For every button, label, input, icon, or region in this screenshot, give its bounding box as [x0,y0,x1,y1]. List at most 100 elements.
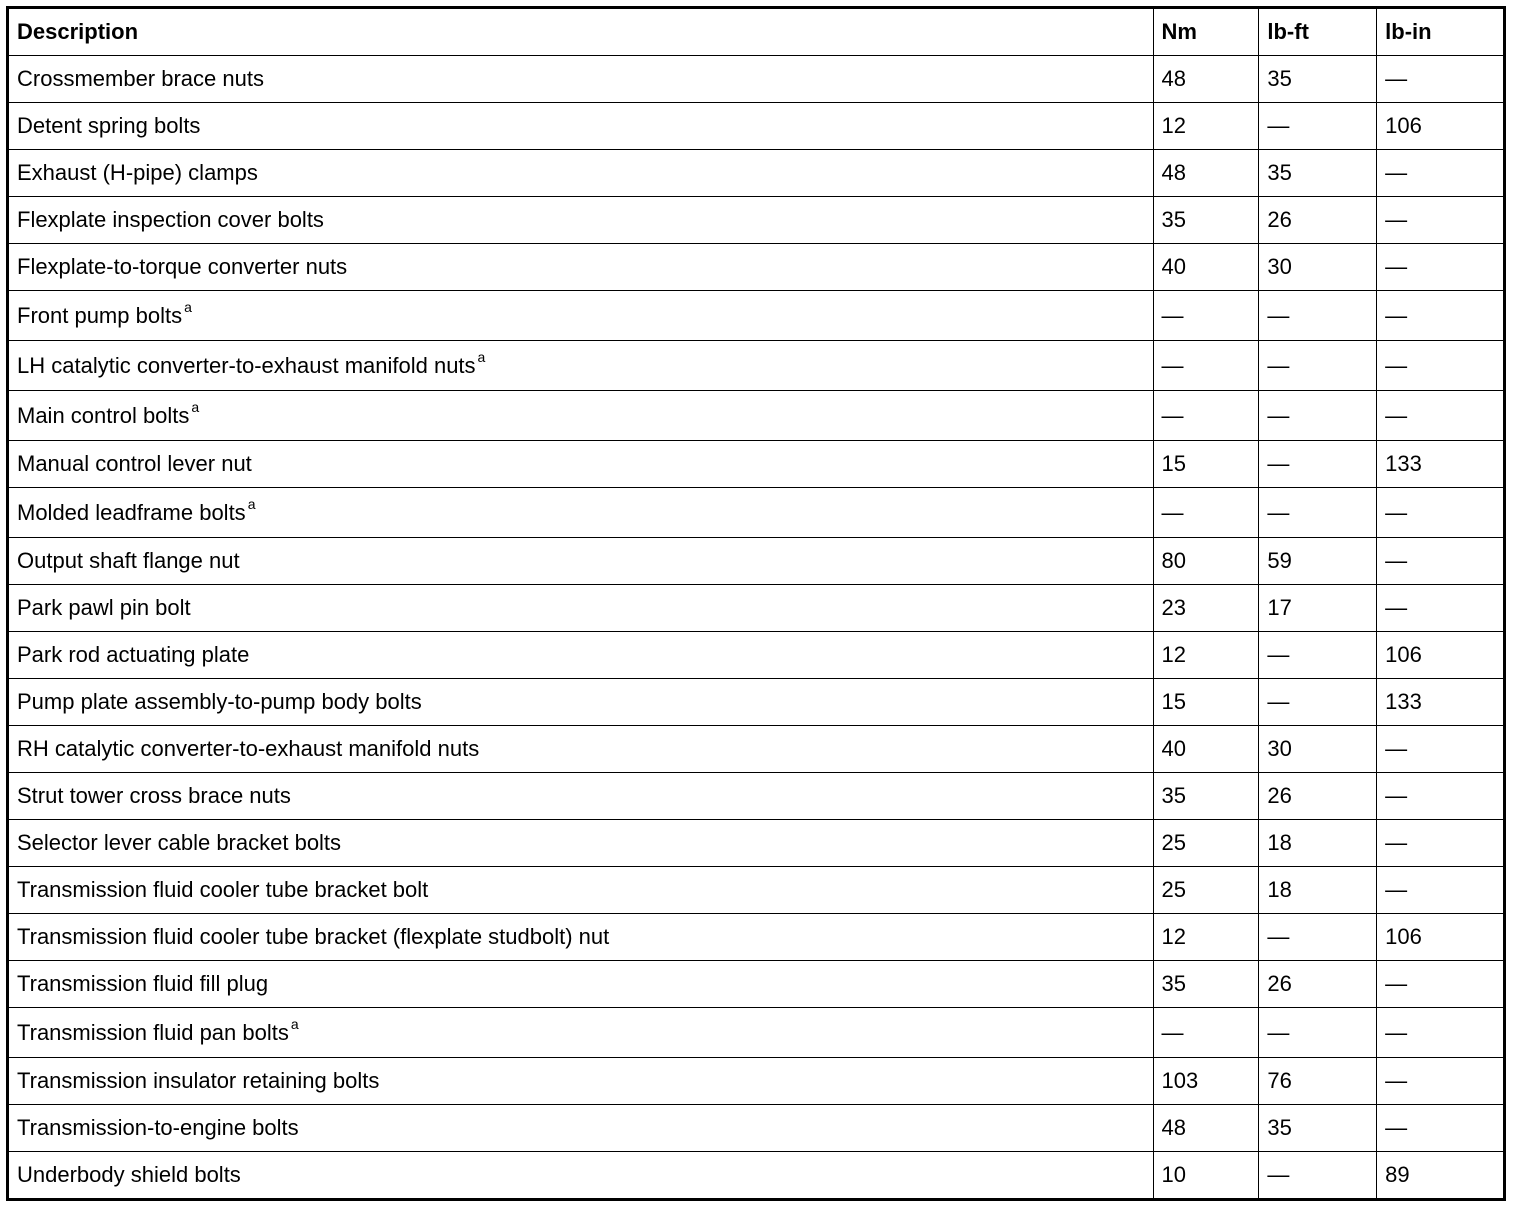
header-row: Description Nm lb-ft lb-in [7,7,1505,56]
cell-nm: 40 [1152,725,1260,773]
cell-lbin: — [1376,290,1505,341]
cell-lbft: 26 [1258,196,1378,244]
description-text: Transmission fluid fill plug [17,971,269,996]
description-text: LH catalytic converter-to-exhaust manifo… [17,352,476,378]
description-text: Strut tower cross brace nuts [17,783,291,808]
cell-lbft: — [1258,631,1378,679]
cell-description: Front pump bolts a [7,290,1154,341]
cell-nm: — [1152,290,1260,341]
cell-description: Detent spring bolts [7,102,1154,150]
table-row: Pump plate assembly-to-pump body bolts 15… [7,678,1505,726]
cell-nm: 12 [1152,102,1260,150]
description-text: Crossmember brace nuts [17,66,264,91]
cell-description: Output shaft flange nut [7,537,1154,585]
cell-nm: — [1152,390,1260,441]
description-text: Output shaft flange nut [17,548,240,573]
cell-nm: 15 [1152,678,1260,726]
table-row: Manual control lever nut 15—133 [7,440,1505,488]
cell-description: Park rod actuating plate [7,631,1154,679]
cell-nm: 35 [1152,196,1260,244]
cell-lbin: — [1376,243,1505,291]
torque-spec-table: Description Nm lb-ft lb-in Crossmember b… [6,6,1506,1201]
cell-nm: 25 [1152,866,1260,914]
table-row: RH catalytic converter-to-exhaust manifo… [7,725,1505,773]
cell-nm: 35 [1152,772,1260,820]
cell-description: Strut tower cross brace nuts [7,772,1154,820]
cell-nm: 12 [1152,913,1260,961]
table-row: Selector lever cable bracket bolts 25 18— [7,819,1505,867]
cell-lbft: 76 [1258,1057,1378,1105]
cell-lbft: 26 [1258,960,1378,1008]
cell-nm: — [1152,340,1260,391]
cell-lbin: 106 [1376,631,1505,679]
cell-description: Molded leadframe bolts a [7,487,1154,538]
table-row: Strut tower cross brace nuts 35 26— [7,772,1505,820]
header-description: Description [7,7,1154,56]
cell-lbin: — [1376,196,1505,244]
cell-lbin: 106 [1376,913,1505,961]
description-text: Exhaust (H-pipe) clamps [17,160,258,185]
footnote-marker: a [191,399,200,416]
footnote-marker: a [247,496,256,513]
cell-description: Pump plate assembly-to-pump body bolts [7,678,1154,726]
cell-nm: 25 [1152,819,1260,867]
cell-description: Exhaust (H-pipe) clamps [7,149,1154,197]
description-text: Park pawl pin bolt [17,595,191,620]
cell-lbft: — [1258,1007,1378,1058]
cell-lbft: 35 [1258,55,1378,103]
cell-lbin: — [1376,1007,1505,1058]
cell-lbft: — [1258,1151,1378,1200]
description-text: Flexplate inspection cover bolts [17,207,324,232]
description-text: Park rod actuating plate [17,642,250,667]
description-text: Transmission fluid cooler tube bracket (… [17,924,610,949]
cell-lbin: 133 [1376,678,1505,726]
cell-lbft: 59 [1258,537,1378,585]
cell-lbft: 18 [1258,866,1378,914]
cell-lbft: — [1258,678,1378,726]
table-row: Output shaft flange nut 80 59— [7,537,1505,585]
description-text: Transmission insulator retaining bolts [17,1068,380,1093]
cell-description: Transmission fluid cooler tube bracket b… [7,866,1154,914]
description-text: Molded leadframe bolts [17,499,246,525]
cell-nm: 48 [1152,149,1260,197]
table-row: Front pump bolts a — — — [7,290,1505,341]
footnote-marker: a [477,349,486,366]
table-row: Park rod actuating plate 12—106 [7,631,1505,679]
table-row: Transmission fluid pan bolts a — — — [7,1007,1505,1058]
cell-lbft: — [1258,290,1378,341]
header-lb-in: lb-in [1376,7,1505,56]
cell-description: Transmission fluid cooler tube bracket (… [7,913,1154,961]
cell-lbft: 26 [1258,772,1378,820]
table-row: Transmission insulator retaining bolts 10… [7,1057,1505,1105]
cell-lbin: — [1376,55,1505,103]
cell-lbin: — [1376,340,1505,391]
cell-description: Flexplate inspection cover bolts [7,196,1154,244]
description-text: RH catalytic converter-to-exhaust manifo… [17,736,480,761]
table-row: Transmission fluid fill plug 35 26— [7,960,1505,1008]
cell-lbft: — [1258,390,1378,441]
cell-nm: 23 [1152,584,1260,632]
description-text: Transmission fluid cooler tube bracket b… [17,877,429,902]
cell-lbft: 35 [1258,1104,1378,1152]
cell-lbft: 30 [1258,725,1378,773]
cell-lbft: 17 [1258,584,1378,632]
header-nm: Nm [1152,7,1260,56]
cell-nm: — [1152,1007,1260,1058]
cell-nm: 10 [1152,1151,1260,1200]
table-row: LH catalytic converter-to-exhaust manifo… [7,340,1505,391]
table-row: Exhaust (H-pipe) clamps 48 35— [7,149,1505,197]
cell-nm: 103 [1152,1057,1260,1105]
cell-nm: — [1152,487,1260,538]
table-row: Flexplate-to-torque converter nuts 40 30— [7,243,1505,291]
cell-lbin: — [1376,725,1505,773]
table-row: Molded leadframe bolts a — — — [7,487,1505,538]
cell-nm: 40 [1152,243,1260,291]
cell-lbin: — [1376,866,1505,914]
cell-nm: 48 [1152,55,1260,103]
cell-lbin: — [1376,1104,1505,1152]
cell-description: Transmission fluid pan bolts a [7,1007,1154,1058]
cell-lbft: — [1258,440,1378,488]
cell-description: Main control bolts a [7,390,1154,441]
cell-lbin: — [1376,390,1505,441]
table-row: Underbody shield bolts 10—89 [7,1151,1505,1200]
